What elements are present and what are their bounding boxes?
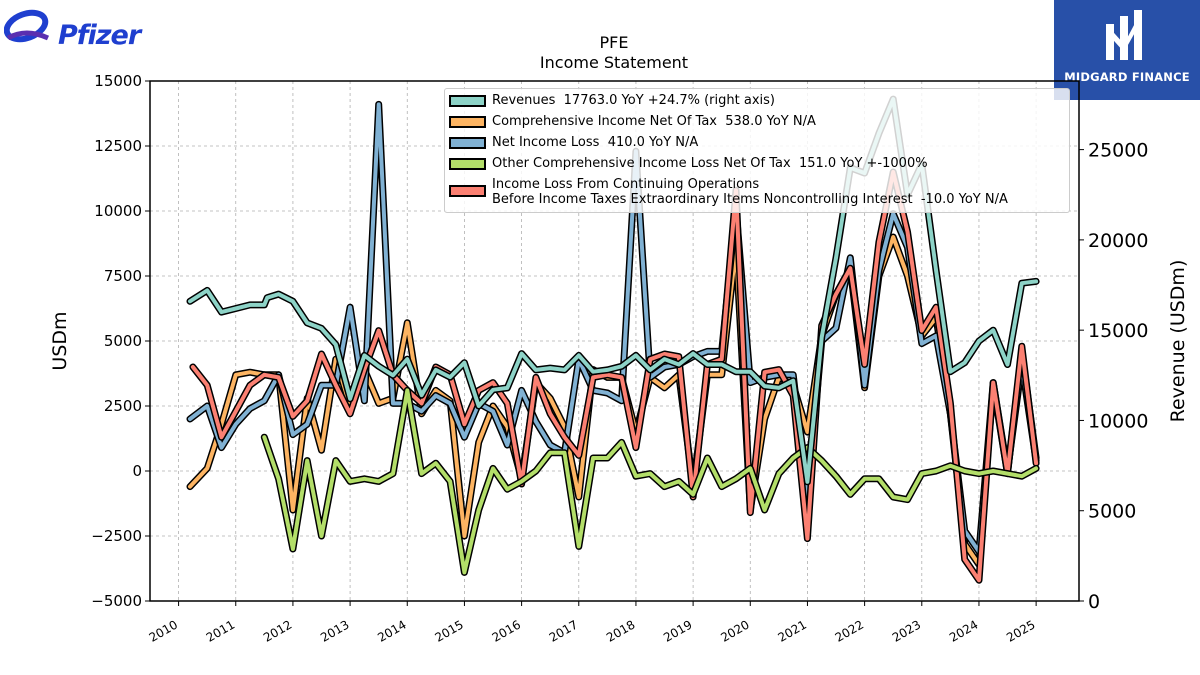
legend-label-other-comprehensive-income: Other Comprehensive Income Loss Net Of T… <box>492 156 928 171</box>
legend-label-revenues: Revenues 17763.0 YoY +24.7% (right axis) <box>492 93 775 108</box>
y-right-tick-label: 15000 <box>1088 320 1148 342</box>
midgard-logo-text: MIDGARD FINANCE <box>1064 70 1190 84</box>
legend-swatch-comprehensive-income <box>449 116 486 128</box>
x-tick-label: 2010 <box>147 617 180 644</box>
legend-label-pretax-income: Income Loss From Continuing Operations B… <box>492 177 1008 207</box>
legend-swatch-revenues <box>449 95 486 107</box>
x-tick-label: 2020 <box>718 617 751 644</box>
x-tick-label: 2017 <box>547 617 580 644</box>
chart-legend: Revenues 17763.0 YoY +24.7% (right axis)… <box>444 88 1070 213</box>
y-tick-label: 5000 <box>104 332 142 350</box>
y-tick-label: 15000 <box>94 72 142 90</box>
chart-subtitle: Income Statement <box>539 53 689 72</box>
y-axis-label: USDm <box>49 311 71 370</box>
y-tick-label: −5000 <box>91 592 142 610</box>
legend-swatch-pretax-income <box>449 185 486 197</box>
x-tick-label: 2024 <box>947 617 980 644</box>
x-tick-label: 2025 <box>1004 617 1037 644</box>
series-layer <box>186 95 1040 584</box>
y-tick-label: −2500 <box>91 527 142 545</box>
x-tick-label: 2022 <box>833 617 866 644</box>
pfizer-swirl-icon <box>3 9 50 43</box>
y-right-tick-label: 10000 <box>1088 410 1148 432</box>
x-tick-label: 2023 <box>890 617 923 644</box>
legend-label-comprehensive-income: Comprehensive Income Net Of Tax 538.0 Yo… <box>492 114 816 129</box>
y-right-axis-label: Revenue (USDm) <box>1167 260 1189 423</box>
y-right-tick-label: 5000 <box>1088 501 1136 523</box>
x-tick-label: 2016 <box>490 617 523 644</box>
y-tick-label: 12500 <box>94 137 142 155</box>
y-right-tick-label: 20000 <box>1088 230 1148 252</box>
y-tick-label: 0 <box>132 462 142 480</box>
x-tick-label: 2021 <box>775 617 808 644</box>
x-tick-label: 2014 <box>375 617 408 644</box>
x-tick-label: 2015 <box>432 617 465 644</box>
y-tick-label: 7500 <box>104 267 142 285</box>
legend-swatch-net-income <box>449 137 486 149</box>
pfizer-logo: Pfizer <box>3 4 141 56</box>
y-tick-label: 2500 <box>104 397 142 415</box>
x-tick-label: 2018 <box>604 617 637 644</box>
x-tick-label: 2012 <box>261 617 294 644</box>
other-comprehensive-income-line <box>260 386 1040 576</box>
x-tick-label: 2013 <box>318 617 351 644</box>
legend-swatch-other-comprehensive-income <box>449 158 486 170</box>
chart-title: PFE <box>599 33 629 52</box>
other-comprehensive-income-line-stroke <box>262 388 1039 575</box>
y-right-tick-label: 0 <box>1088 591 1100 613</box>
x-tick-label: 2011 <box>204 617 237 644</box>
y-tick-label: 10000 <box>94 202 142 220</box>
y-right-tick-label: 25000 <box>1088 140 1148 162</box>
x-tick-label: 2019 <box>661 617 694 644</box>
legend-label-net-income: Net Income Loss 410.0 YoY N/A <box>492 135 699 150</box>
pfizer-logo-text: Pfizer <box>58 20 141 51</box>
midgard-m-icon <box>1106 10 1142 60</box>
axis-layer: 2010 2011 2012 2013 2014 2015 2016 2017 2018 2019… <box>49 72 1189 645</box>
